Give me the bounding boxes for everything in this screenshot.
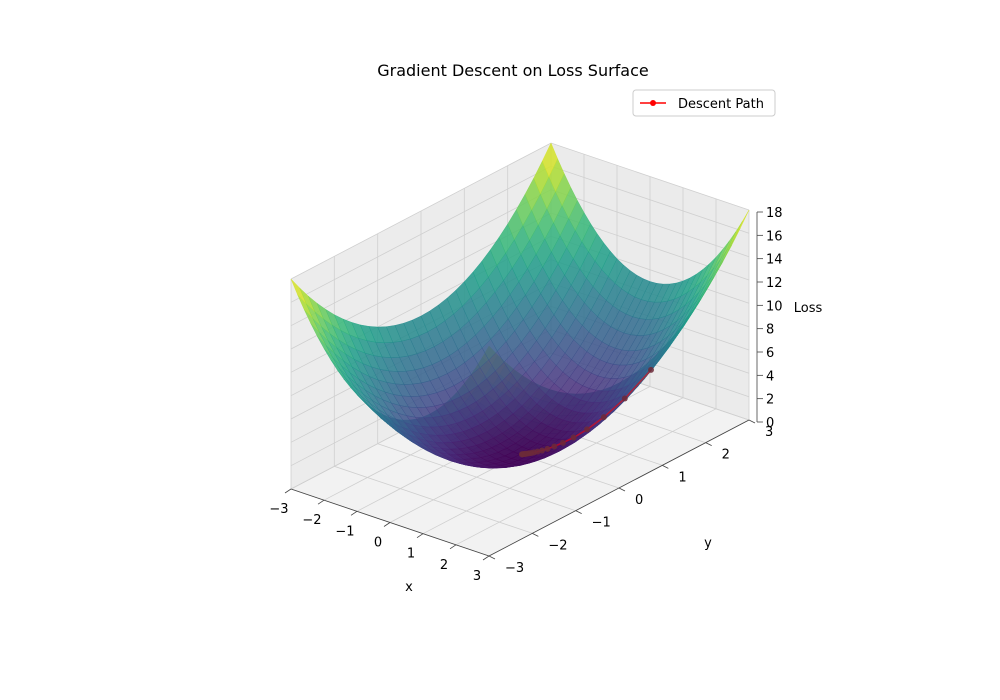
y-tick-label: 2 — [722, 448, 730, 463]
descent-path-point — [600, 414, 607, 421]
z-tick-label: 16 — [766, 229, 783, 244]
x-tick-mark — [416, 533, 424, 538]
descent-path-point — [559, 439, 566, 446]
descent-path-point — [551, 443, 558, 450]
x-tick-mark — [317, 499, 325, 505]
y-axis-label: y — [704, 536, 712, 551]
legend: Descent Path — [632, 89, 776, 117]
legend-label-descent-path: Descent Path — [678, 97, 764, 112]
x-axis-label: x — [405, 580, 413, 595]
loss-surface — [290, 142, 750, 469]
legend-marker-descent-path — [650, 100, 656, 106]
x-tick-label: 1 — [407, 547, 415, 562]
z-tick-label: 0 — [766, 416, 774, 431]
y-tick-label: −1 — [592, 516, 611, 531]
z-tick-label: 10 — [766, 299, 783, 314]
z-tick-label: 14 — [766, 253, 783, 268]
z-tick-label: 8 — [766, 323, 774, 338]
y-tick-label: −3 — [505, 561, 524, 576]
chart-title: Gradient Descent on Loss Surface — [377, 61, 649, 80]
z-tick-label: 18 — [766, 206, 783, 221]
descent-path-point — [544, 445, 551, 452]
x-tick-mark — [383, 522, 391, 527]
x-tick-label: 2 — [440, 558, 448, 573]
surface-patch — [542, 142, 558, 178]
descent-path-point — [584, 426, 591, 433]
z-tick-label: 6 — [766, 346, 774, 361]
z-tick-label: 2 — [766, 393, 774, 408]
z-tick-label: 4 — [766, 369, 774, 384]
descent-path-point — [648, 366, 654, 373]
y-tick-mark — [532, 532, 539, 537]
x-tick-label: −3 — [269, 502, 288, 517]
z-axis-label: Loss — [794, 301, 823, 316]
x-tick-mark — [449, 544, 457, 550]
descent-path-point — [621, 395, 628, 402]
y-tick-mark — [662, 464, 669, 469]
x-tick-label: 3 — [473, 569, 481, 584]
y-tick-mark — [618, 487, 626, 492]
y-tick-label: 1 — [678, 470, 686, 485]
legend-box — [632, 89, 776, 117]
descent-path — [518, 366, 654, 458]
y-tick-mark — [575, 510, 582, 515]
y-tick-label: 0 — [635, 493, 643, 508]
y-tick-label: −2 — [548, 538, 567, 553]
y-tick-mark — [748, 419, 756, 424]
x-tick-label: −1 — [335, 524, 354, 539]
x-tick-mark — [284, 488, 292, 494]
descent-path-point — [518, 451, 525, 458]
y-tick-mark — [488, 555, 496, 560]
x-tick-label: 0 — [374, 536, 382, 551]
y-tick-mark — [705, 442, 712, 447]
y-tick-label: 3 — [765, 425, 773, 440]
x-tick-label: −2 — [302, 513, 321, 528]
x-tick-mark — [350, 511, 358, 516]
z-tick-label: 12 — [766, 276, 783, 291]
x-tick-mark — [482, 555, 490, 561]
descent-path-point — [570, 434, 577, 441]
